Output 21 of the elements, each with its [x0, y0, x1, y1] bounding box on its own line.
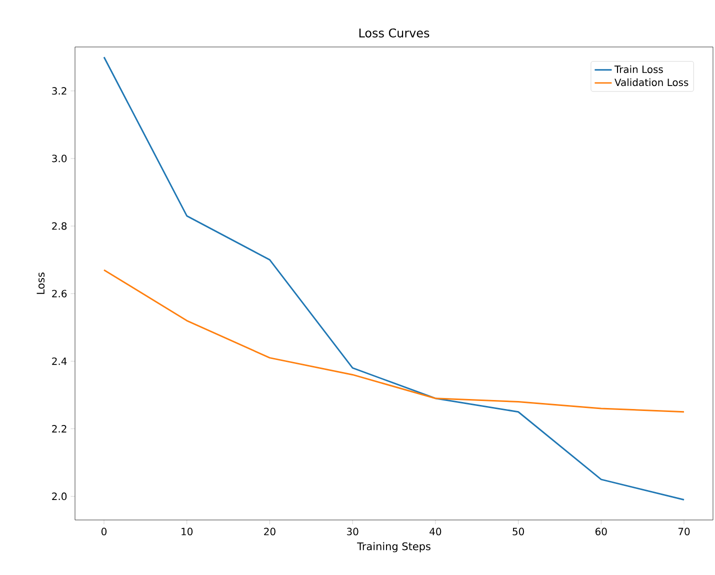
legend-label: Train Loss: [614, 65, 663, 74]
y-tick-label: 2.4: [52, 357, 67, 365]
y-tick-label: 2.6: [52, 290, 67, 298]
x-tick-label: 10: [182, 528, 193, 536]
x-tick-label: 60: [596, 528, 607, 536]
x-axis-title: Training Steps: [357, 542, 430, 552]
y-tick-label: 2.0: [52, 492, 67, 500]
y-tick-label: 3.0: [52, 154, 67, 162]
x-tick-label: 0: [101, 528, 107, 536]
y-tick-label: 2.8: [52, 222, 67, 230]
x-tick-label: 40: [430, 528, 442, 536]
line-series: [103, 269, 685, 413]
x-tick-label: 20: [264, 528, 276, 536]
x-tick-label: 70: [678, 528, 690, 536]
chart-title: Loss Curves: [359, 28, 430, 38]
x-tick-label: 30: [347, 528, 358, 536]
y-axis-title: Loss: [36, 272, 45, 294]
y-tick-label: 3.2: [52, 87, 66, 95]
legend-label: Validation Loss: [614, 78, 688, 86]
y-tick-label: 2.2: [52, 425, 66, 432]
x-tick-label: 50: [512, 528, 524, 536]
